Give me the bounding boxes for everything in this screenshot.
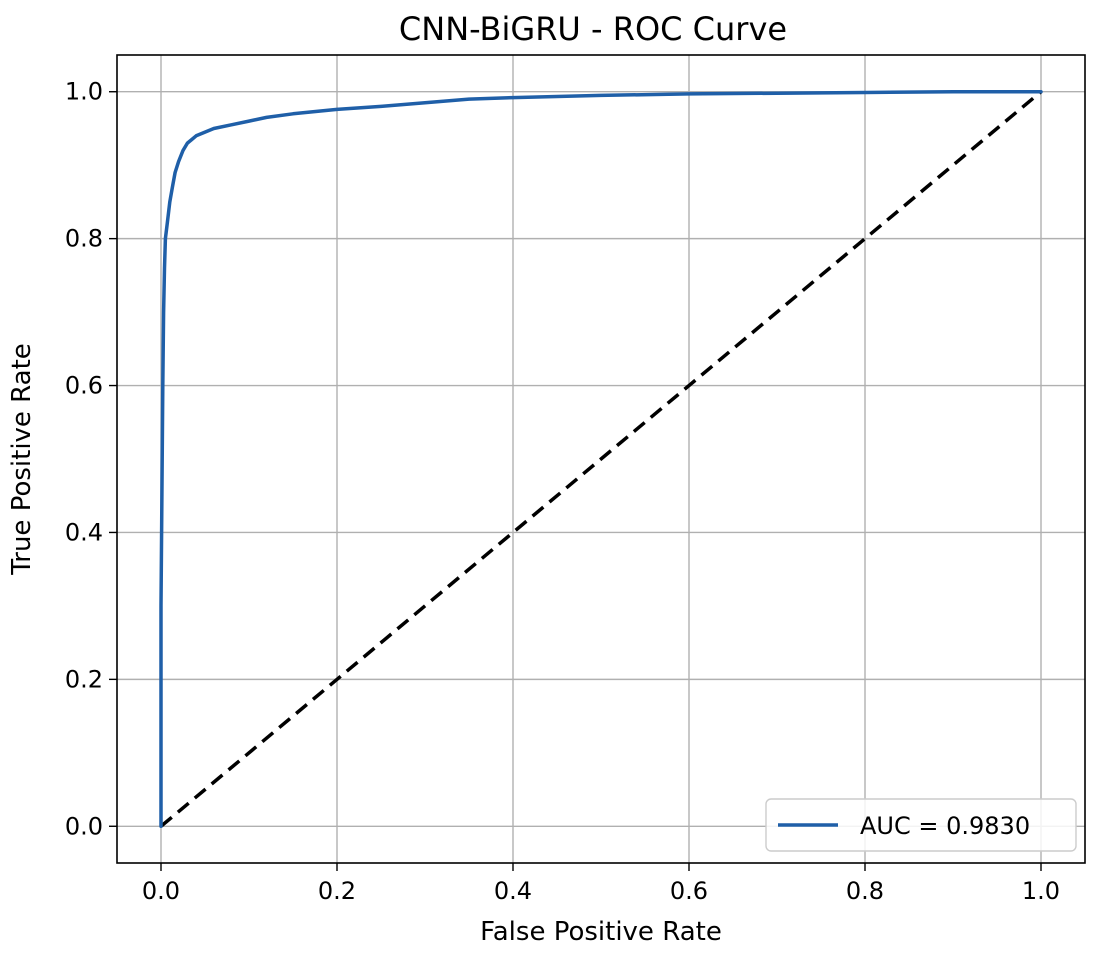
y-tick-label: 0.6: [65, 372, 103, 400]
y-tick-label: 0.0: [65, 812, 103, 840]
y-tick-label: 0.8: [65, 225, 103, 253]
roc-curve-line: [159, 89, 1043, 829]
chart-title: CNN-BiGRU - ROC Curve: [399, 10, 787, 48]
plot-frame: [116, 54, 1086, 864]
reference-line-group: [159, 90, 1043, 828]
x-tick-label: 0.6: [670, 877, 708, 905]
y-axis-label: True Positive Rate: [7, 343, 37, 576]
x-tick-label: 1.0: [1022, 877, 1060, 905]
series-group: [159, 89, 1043, 829]
y-tick-label: 1.0: [65, 78, 103, 106]
legend-box: [765, 798, 1077, 852]
x-axis-label: False Positive Rate: [480, 917, 722, 947]
x-tick-label: 0.0: [142, 877, 180, 905]
grid: [117, 55, 1085, 863]
legend-label: AUC = 0.9830: [860, 812, 1030, 840]
x-tick-label: 0.8: [846, 877, 884, 905]
random-classifier-line: [159, 90, 1043, 828]
y-tick-label: 0.2: [65, 665, 103, 693]
x-tick-label: 0.2: [318, 877, 356, 905]
legend: AUC = 0.9830: [765, 798, 1077, 852]
ticks: 0.0 0.2 0.4 0.6 0.8 1.0 0.0 0.2 0.4 0.6 0.8 1.0: [65, 78, 1060, 905]
y-tick-label: 0.4: [65, 518, 103, 546]
x-tick-label: 0.4: [494, 877, 532, 905]
